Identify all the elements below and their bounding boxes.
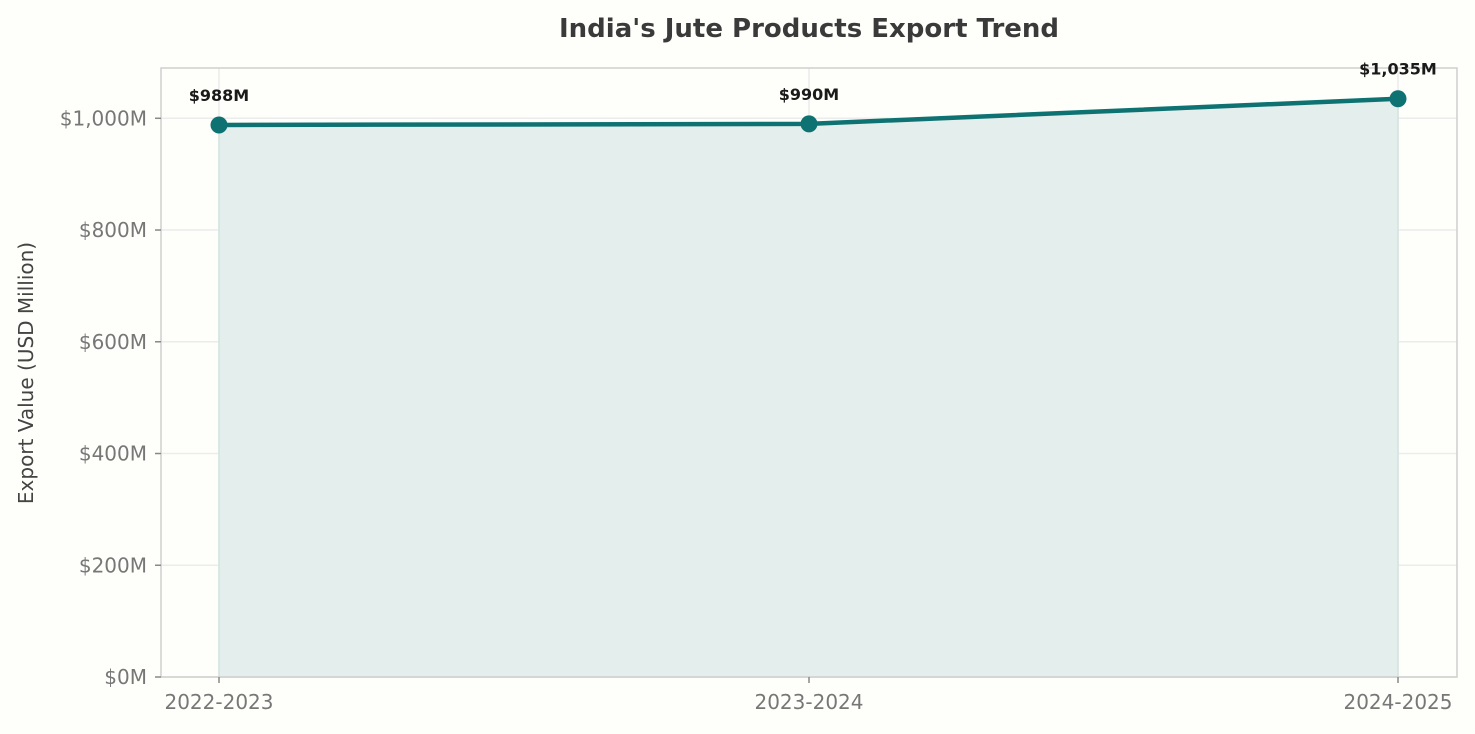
y-tick-label: $1,000M xyxy=(60,106,147,130)
data-point xyxy=(800,115,818,133)
y-tick-label: $600M xyxy=(79,330,147,354)
y-tick-label: $200M xyxy=(79,553,147,577)
x-tick-label: 2022-2023 xyxy=(164,690,273,714)
x-tick-label: 2024-2025 xyxy=(1343,690,1452,714)
x-tick-label: 2023-2024 xyxy=(754,690,863,714)
data-label: $1,035M xyxy=(1359,60,1437,79)
y-tick-label: $0M xyxy=(104,665,147,689)
data-label: $990M xyxy=(779,85,839,104)
data-label: $988M xyxy=(189,86,249,105)
chart-title: India's Jute Products Export Trend xyxy=(559,14,1059,44)
y-tick-label: $800M xyxy=(79,218,147,242)
data-point xyxy=(210,116,228,134)
y-axis-label: Export Value (USD Million) xyxy=(14,242,38,504)
y-tick-label: $400M xyxy=(79,442,147,466)
data-point xyxy=(1389,90,1407,108)
area-fill xyxy=(218,97,1399,678)
